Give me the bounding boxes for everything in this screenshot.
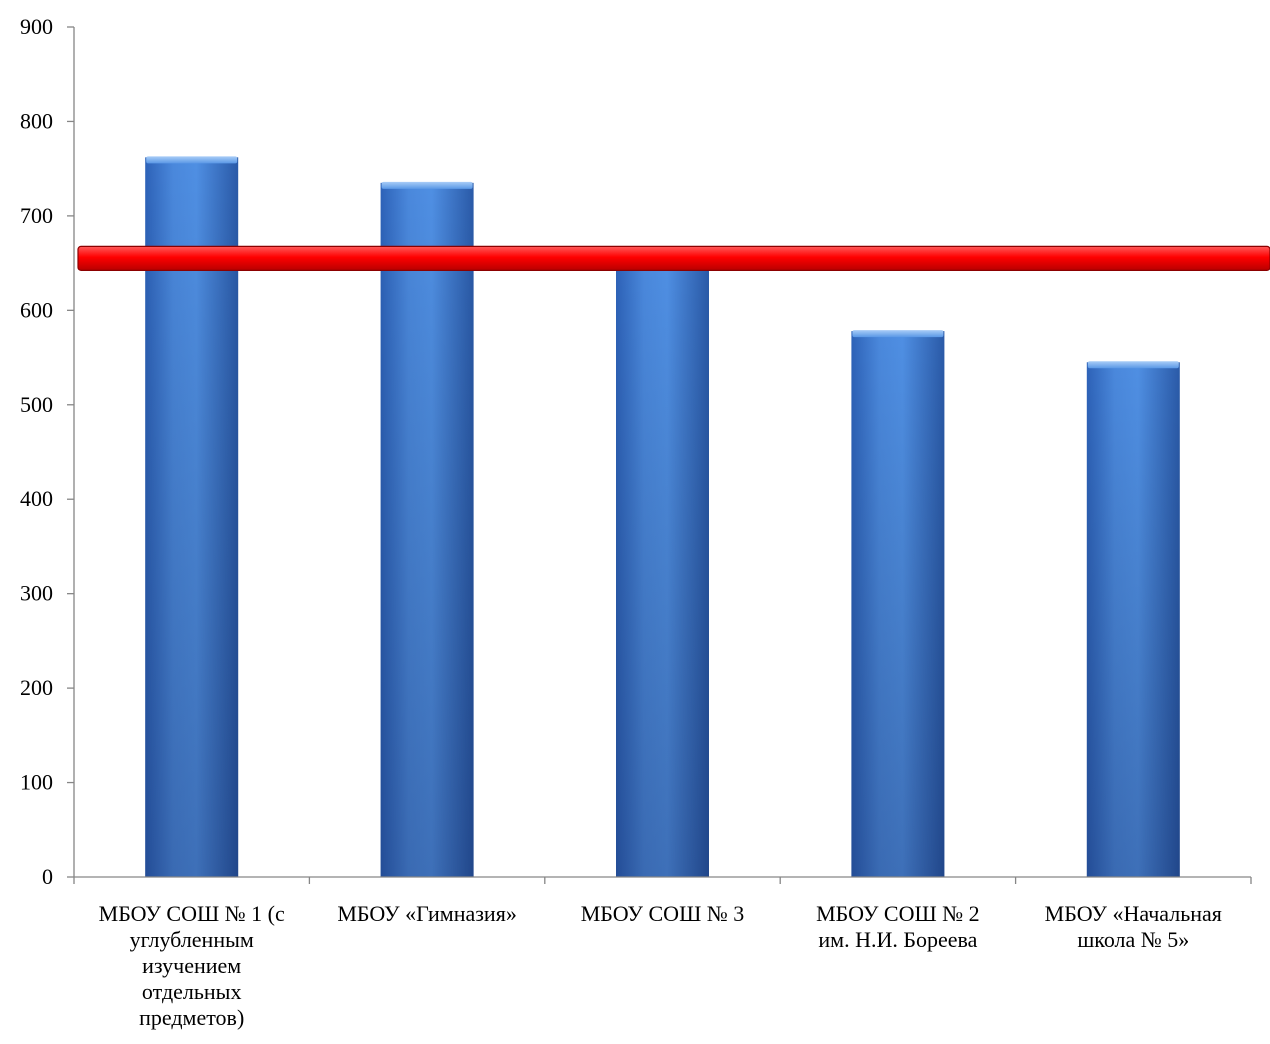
- x-category-label-line: МБОУ «Гимназия»: [337, 901, 516, 926]
- y-tick-label: 300: [20, 581, 53, 606]
- x-category-label: МБОУ СОШ № 1 (с углубленным изучением отдел…: [99, 901, 285, 1030]
- x-axis-labels: МБОУ СОШ № 1 (с углубленным изучением отдел…: [99, 901, 1222, 1030]
- bars: [145, 156, 1180, 878]
- x-category-label-line: МБОУ СОШ № 3: [581, 901, 745, 926]
- bar: [851, 330, 945, 878]
- x-category-label-line: отдельных: [142, 979, 242, 1004]
- x-category-label: МБОУ «Гимназия»: [337, 901, 516, 926]
- y-tick-label: 100: [20, 770, 53, 795]
- x-category-label: МБОУ СОШ № 3: [581, 901, 745, 926]
- y-tick-label: 800: [20, 108, 53, 133]
- x-category-label-line: МБОУ СОШ № 1 (с: [99, 901, 285, 926]
- axes: [73, 27, 1252, 884]
- y-axis-ticks: [67, 26, 74, 878]
- bar: [380, 181, 474, 878]
- x-category-label-line: им. Н.И. Бореева: [818, 927, 977, 952]
- x-category-label-line: изучением: [142, 953, 241, 978]
- x-category-label-line: школа № 5»: [1077, 927, 1189, 952]
- y-tick-label: 0: [42, 864, 53, 889]
- x-category-label-line: МБОУ СОШ № 2: [816, 901, 980, 926]
- x-category-label: МБОУ СОШ № 2 им. Н.И. Бореева: [816, 901, 980, 952]
- x-category-label-line: углубленным: [130, 927, 254, 952]
- y-tick-label: 200: [20, 675, 53, 700]
- x-category-label-line: МБОУ «Начальная: [1045, 901, 1222, 926]
- y-tick-label: 400: [20, 486, 53, 511]
- reference-line-group: [77, 245, 1270, 271]
- y-tick-label: 700: [20, 203, 53, 228]
- y-tick-label: 900: [20, 14, 53, 39]
- bar: [616, 257, 709, 877]
- x-category-label-line: предметов): [139, 1005, 244, 1030]
- y-axis-labels: 0 100 200 300 400 500 600 700 800 900: [20, 14, 53, 889]
- reference-line: [77, 245, 1270, 271]
- bar: [1086, 361, 1180, 877]
- y-tick-label: 500: [20, 392, 53, 417]
- y-tick-label: 600: [20, 297, 53, 322]
- bar: [145, 156, 239, 878]
- x-category-label: МБОУ «Начальная школа № 5»: [1045, 901, 1222, 952]
